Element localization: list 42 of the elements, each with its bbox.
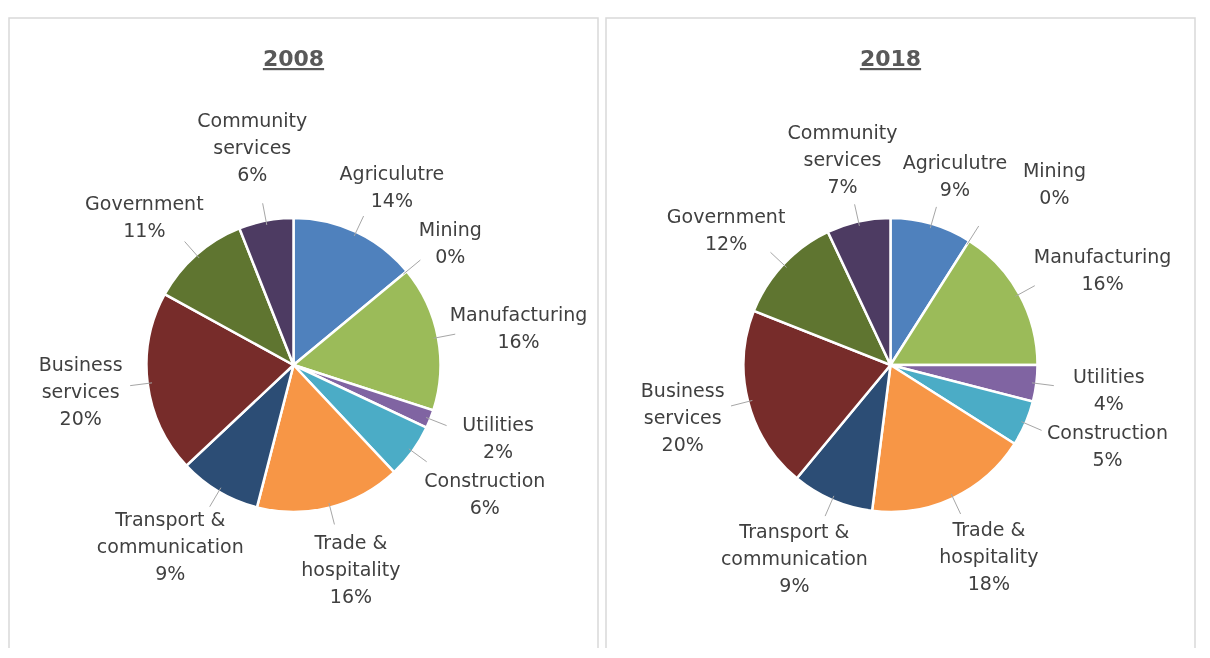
text: 0% [1039,185,1070,208]
chart-title: 2008 [262,46,325,71]
slice-label: Trade & hospitality [301,531,401,581]
chart-title: 2018 [859,46,922,71]
slice-label: Utilities [462,412,534,435]
slice-label: Construction [1047,421,1169,444]
data-label: 16% [329,585,373,608]
slice-label: Manufacturing [449,303,588,326]
slice-label: Trade & hospitality [939,517,1039,567]
slice-label: Construction [424,468,546,491]
slice-label: Manufacturing [1033,245,1172,268]
data-label: 16% [1081,272,1124,295]
slice-label: Business services [38,353,123,403]
slice-label: Transport & communication [96,508,244,558]
data-label: 9% [155,562,186,585]
data-label: 4% [1093,392,1124,415]
slice-label: Utilities [1073,365,1145,388]
data-label: 5% [1092,448,1123,471]
slice-label: Government [85,192,204,215]
text: 0% [435,244,466,267]
data-label: 18% [967,571,1010,594]
data-label: 20% [661,433,704,456]
category-label: Mining [1022,158,1087,181]
slice-label: Agriculutre [339,161,445,184]
data-label: 7% [827,174,858,197]
slice-label: Community services [787,120,898,170]
data-label: 9% [939,177,971,200]
data-label: 11% [123,219,166,242]
slice-label: Community services [197,109,308,159]
slice-label: Business services [640,379,725,429]
data-label: 9% [779,574,810,597]
slice-label: Government [666,205,786,228]
slice-label: Transport & communication [720,520,868,570]
data-label: 6% [469,495,500,518]
data-label: 20% [59,407,102,430]
data-label: 2% [482,439,514,462]
data-label: 12% [704,232,748,255]
data-label: 14% [370,188,413,211]
data-label: 16% [497,330,540,353]
data-label: 6% [237,163,268,186]
category-label: Mining [418,217,482,240]
slice-label: Agriculutre [902,150,1008,173]
